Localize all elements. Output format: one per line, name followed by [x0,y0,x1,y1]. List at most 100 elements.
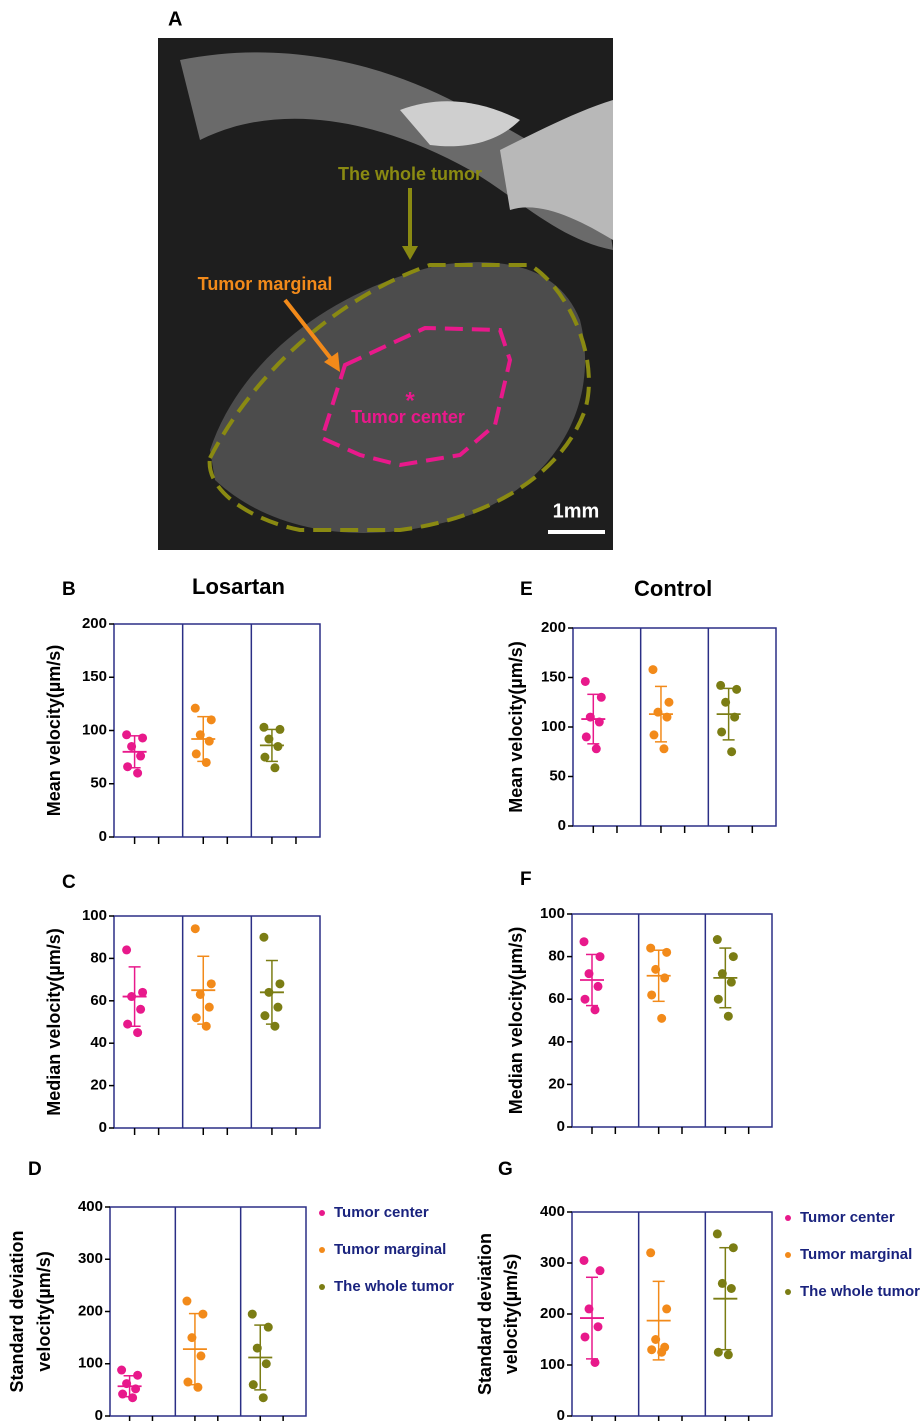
data-point [648,665,657,674]
data-point [122,730,131,739]
data-point [192,749,201,758]
plot-frame [572,1212,772,1416]
chart-title: Control [634,576,712,601]
annotation: Tumor marginal [198,274,333,294]
data-point [596,1266,605,1275]
legend-label: Tumor center [334,1204,429,1221]
y-tick-label: 0 [557,1118,565,1135]
data-point [133,1371,142,1380]
y-tick-label: 80 [90,949,107,966]
data-point [585,1304,594,1313]
data-point [662,1304,671,1313]
panel-letter: E [520,579,533,600]
data-point [196,1351,205,1360]
data-point [123,1020,132,1029]
data-point [264,988,273,997]
y-axis-label: Median velocity(µm/s) [44,928,64,1115]
y-tick-label: 40 [548,1033,565,1050]
y-tick-label: 100 [541,718,566,735]
data-point [202,1022,211,1031]
y-axis-label: Median velocity(µm/s) [506,927,526,1114]
data-point [205,1003,214,1012]
y-tick-label: 100 [82,907,107,924]
data-point [649,730,658,739]
data-point [136,752,145,761]
plot-frame [114,624,320,837]
data-point [596,952,605,961]
data-point [727,1284,736,1293]
y-tick-label: 100 [540,905,565,922]
data-point [581,677,590,686]
y-tick-label: 0 [99,828,107,845]
data-point [724,1350,733,1359]
legend-marker [319,1247,325,1253]
data-point [595,718,604,727]
data-point [123,762,132,771]
y-tick-label: 400 [78,1198,103,1215]
y-tick-label: 400 [540,1203,565,1220]
page: {"image_panel":{"letter":"A","whole_tumo… [0,0,920,1421]
legend-marker [319,1210,325,1216]
data-point [270,1022,279,1031]
plot-frame [110,1207,306,1416]
data-point [580,1256,589,1265]
y-tick-label: 200 [541,619,566,636]
y-tick-label: 60 [90,992,107,1009]
y-tick-label: 0 [99,1119,107,1136]
y-axis-label: velocity(µm/s) [34,1251,54,1371]
data-point [586,713,595,722]
data-point [714,1348,723,1357]
data-point [264,1323,273,1332]
data-point [260,753,269,762]
y-axis-label: Mean velocity(µm/s) [44,645,64,816]
y-tick-label: 50 [90,775,107,792]
legend-marker [319,1284,325,1290]
data-point [591,1358,600,1367]
data-point [196,730,205,739]
legend-label: Tumor marginal [334,1241,446,1258]
data-point [713,1229,722,1238]
data-point [182,1297,191,1306]
data-point [118,1390,127,1399]
data-point [275,979,284,988]
data-point [270,763,279,772]
y-tick-label: 150 [82,668,107,685]
data-point [727,747,736,756]
data-point [133,1028,142,1037]
data-point [718,1279,727,1288]
mri-panel: A The whole tumor Tumor marginal * Tumor… [158,8,613,550]
scale-bar-label: 1mm [553,500,600,522]
data-point [187,1333,196,1342]
y-axis-label: Standard deviation [7,1230,27,1392]
data-point [264,735,273,744]
data-point [657,1014,666,1023]
y-axis-label: Mean velocity(µm/s) [506,641,526,812]
data-point [581,995,590,1004]
data-point [659,744,668,753]
data-point [585,969,594,978]
data-point [664,698,673,707]
data-point [651,1335,660,1344]
data-point [662,713,671,722]
data-point [662,948,671,957]
y-axis-label: Standard deviation [475,1233,495,1395]
data-point [724,1012,733,1021]
data-point [729,1243,738,1252]
legend-label: The whole tumor [800,1283,920,1300]
data-point [191,704,200,713]
data-point [127,992,136,1001]
data-point [716,681,725,690]
y-tick-label: 80 [548,948,565,965]
data-point [651,965,660,974]
y-tick-label: 20 [90,1077,107,1094]
data-point [275,725,284,734]
chart-title: Losartan [192,574,285,599]
data-point [653,708,662,717]
data-point [721,698,730,707]
y-tick-label: 100 [540,1356,565,1373]
y-tick-label: 100 [78,1355,103,1372]
y-tick-label: 150 [541,668,566,685]
y-tick-label: 0 [557,1407,565,1421]
data-point [582,732,591,741]
data-point [127,742,136,751]
